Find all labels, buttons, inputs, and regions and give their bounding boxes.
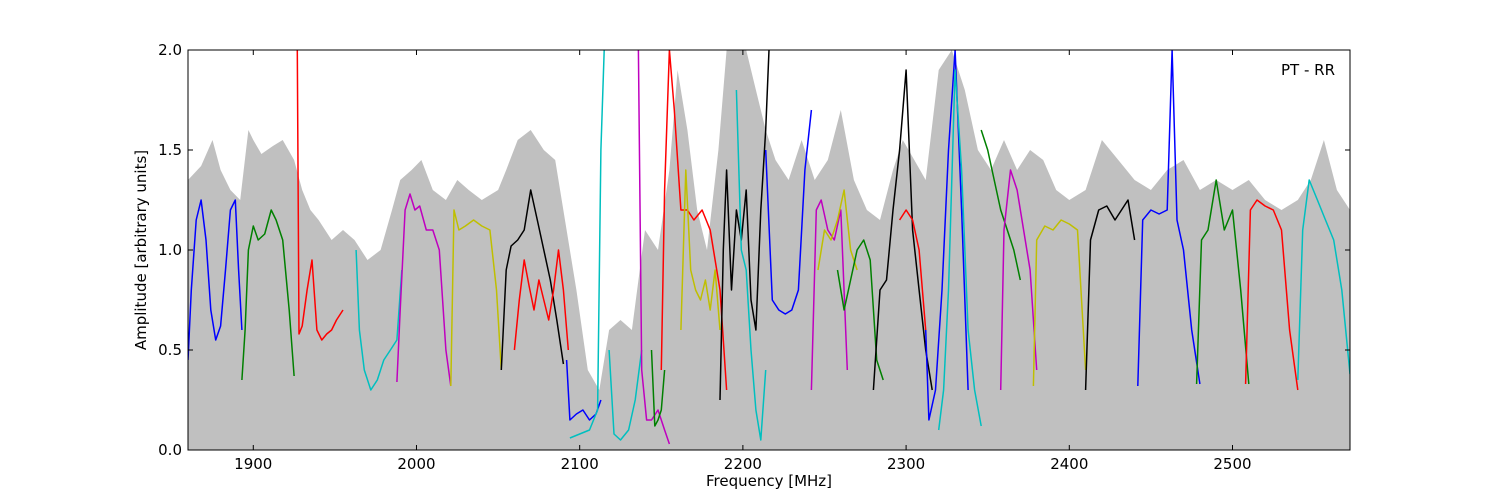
series-line-31: [1244, 199, 1299, 391]
series-line-10: [608, 349, 643, 441]
y-axis-title: Amplitude [arbitrary units]: [132, 150, 150, 350]
series-line-0: [188, 199, 243, 361]
x-tick-label: 1900: [234, 455, 272, 473]
x-axis-title: Frequency [MHz]: [706, 472, 832, 490]
y-tick-label: 2.0: [158, 41, 182, 59]
y-tick-label: 0.0: [158, 441, 182, 459]
x-tick-label: 2300: [887, 455, 925, 473]
x-tick-label: 2100: [561, 455, 599, 473]
series-line-15: [719, 50, 770, 401]
series-line-21: [872, 69, 933, 391]
series-line-22: [898, 209, 927, 331]
series-line-7: [513, 249, 570, 351]
series-line-1: [241, 209, 295, 381]
plot-area: [188, 50, 1350, 450]
series-line-9: [569, 50, 605, 439]
series-line-11: [637, 50, 671, 445]
y-tick-label: 1.0: [158, 241, 182, 259]
series-line-32: [1297, 179, 1350, 381]
series-line-24: [937, 69, 982, 431]
series-line-29: [1137, 50, 1201, 387]
series-line-16: [735, 89, 767, 441]
series-line-27: [1032, 219, 1087, 387]
series-line-17: [764, 109, 813, 315]
series-line-28: [1084, 199, 1136, 391]
x-tick-label: 2200: [724, 455, 762, 473]
series-line-12: [650, 349, 666, 427]
x-tick-label: 2500: [1213, 455, 1251, 473]
x-tick-label: 2000: [397, 455, 435, 473]
series-line-25: [980, 129, 1022, 281]
series-line-14: [680, 169, 721, 331]
series-line-18: [810, 199, 849, 391]
series-line-26: [999, 169, 1038, 391]
series-line-4: [396, 193, 452, 387]
chart-annotation: PT - RR: [1281, 61, 1335, 79]
series-line-30: [1195, 179, 1250, 385]
series-line-23: [924, 50, 969, 421]
series-line-5: [450, 209, 503, 387]
y-tick-label: 1.5: [158, 141, 182, 159]
background-envelope: [188, 50, 1350, 450]
series-line-3: [355, 249, 403, 391]
axis-ticks: 1900 2000 2100 2200 2300 2400 2500 0.0 0.5 1.0 1.5…: [158, 41, 1350, 473]
series-line-20: [836, 239, 884, 381]
series-line-19: [817, 189, 858, 271]
x-tick-label: 2400: [1050, 455, 1088, 473]
series-line-2: [296, 50, 344, 341]
y-tick-label: 0.5: [158, 341, 182, 359]
